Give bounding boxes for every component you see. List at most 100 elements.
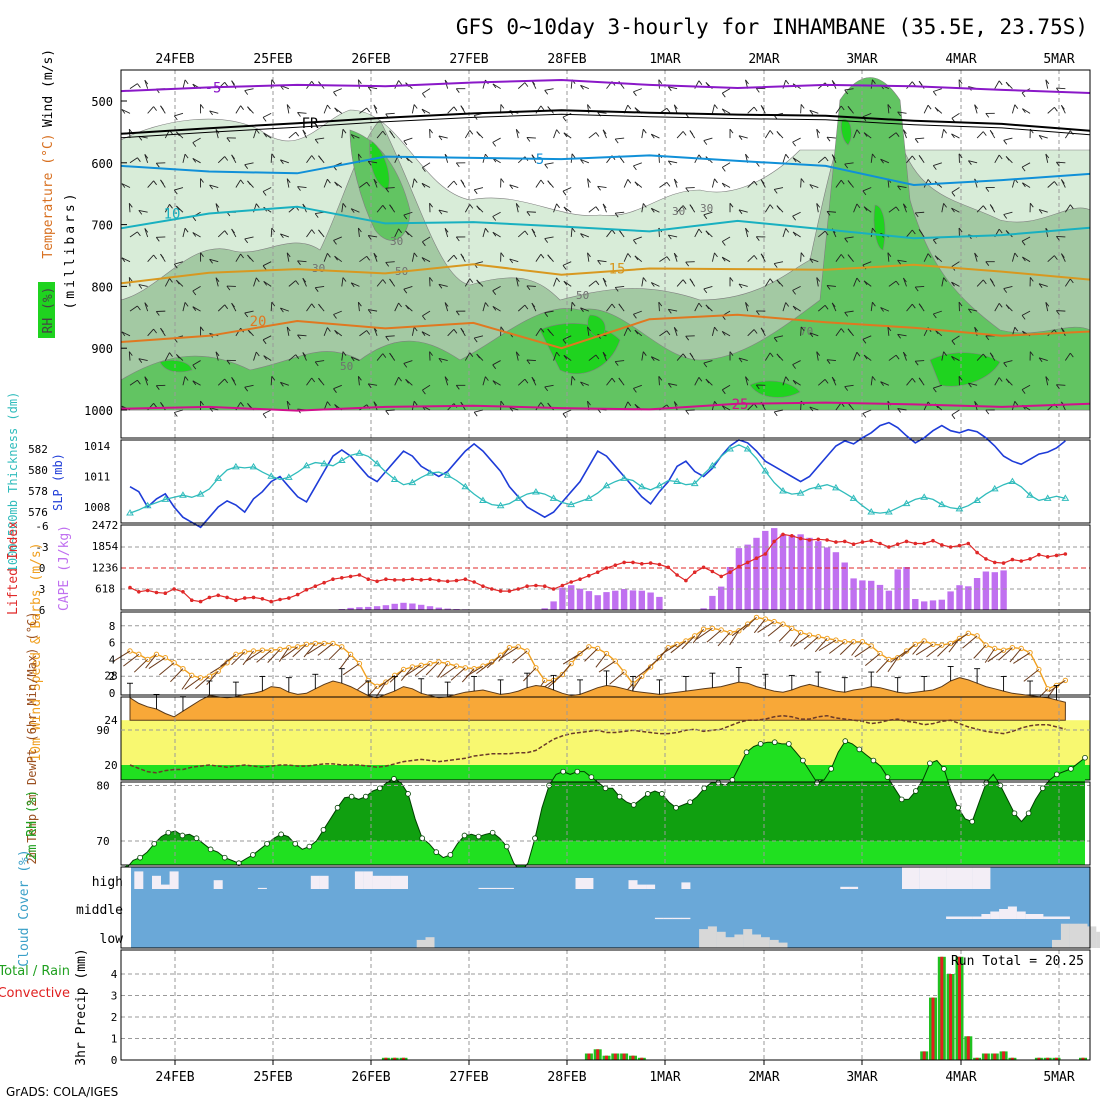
wind-barb	[906, 378, 913, 386]
wind-barb	[121, 257, 131, 263]
lifted-index-marker	[834, 540, 838, 544]
wind-barb	[444, 228, 449, 238]
wind-barb-flag	[422, 389, 426, 395]
wind-barb	[244, 162, 254, 166]
wind-barb-flag	[556, 277, 560, 283]
wind-barb-flag	[932, 91, 937, 96]
wind-barb-flag	[911, 229, 916, 235]
wind-barb	[668, 308, 678, 312]
cape-bar	[718, 586, 725, 610]
wind-barb	[853, 277, 858, 287]
wind-barb	[651, 356, 660, 361]
surface-wind-barb	[584, 648, 599, 662]
thickness-marker	[284, 473, 293, 480]
wind-barb	[1064, 204, 1071, 213]
slp-tick-label: 1014	[84, 440, 111, 453]
wind-barb-flag	[800, 178, 805, 183]
wind-barb-flag	[155, 237, 160, 242]
wind-barb	[887, 401, 890, 411]
wind-barb	[270, 79, 273, 89]
wind-barb	[376, 130, 384, 139]
rh-contour-label: 30	[312, 262, 325, 275]
cloud-block	[381, 875, 391, 889]
rh2m-marker	[602, 785, 609, 792]
wind-barb-flag	[473, 411, 478, 417]
lifted-index-marker	[1037, 552, 1041, 557]
wind-barb	[544, 310, 554, 314]
wind-barb	[357, 79, 360, 89]
wind-barb	[464, 204, 471, 213]
wind-barb-flag	[824, 230, 829, 236]
wind-barb	[951, 335, 960, 342]
surface-wind-barb	[793, 634, 810, 647]
cape-tick-label: 2472	[92, 519, 119, 532]
wind-barb	[941, 351, 945, 361]
wind-barb	[587, 178, 590, 188]
surface-wind-barb	[498, 647, 510, 662]
wind-barb	[826, 359, 836, 362]
wind-barb-flag	[327, 401, 331, 406]
wind-barb-flag	[184, 79, 189, 85]
precip-tick-label: 2	[111, 1011, 118, 1024]
wind-barb	[880, 381, 890, 386]
wind-barb	[887, 252, 890, 262]
wind-barb-flag	[240, 253, 244, 259]
wind-barb-flag	[721, 389, 726, 395]
wind-barb	[633, 384, 642, 389]
wind-barb-flag	[244, 386, 249, 392]
cape-bar	[841, 562, 848, 610]
wind-barb	[722, 88, 731, 94]
wind-barb-flag	[297, 334, 301, 340]
wind-barb-flag	[580, 307, 584, 313]
wind-barb-flag	[844, 312, 849, 317]
wind-barb-flag	[173, 115, 178, 121]
wind-barb	[745, 376, 749, 386]
wind-barb-flag	[595, 280, 600, 286]
thickness-marker	[779, 487, 787, 494]
cape-bar	[815, 541, 822, 610]
wind-barb	[297, 334, 307, 337]
wind-barb-flag	[1054, 255, 1058, 260]
wind-barb	[623, 179, 629, 188]
wind-barb-flag	[385, 187, 390, 193]
wind-barb-flag	[826, 359, 831, 364]
wind-barb-flag	[200, 326, 204, 332]
wind-barb-flag	[327, 253, 331, 258]
wind-barb	[182, 376, 186, 386]
wind-barb	[1011, 178, 1016, 188]
thickness-marker	[549, 494, 558, 501]
surface-wind-barb	[159, 662, 175, 676]
surface-wind-barb	[112, 650, 131, 662]
wind-barb	[515, 351, 519, 361]
wind-barb	[286, 178, 290, 188]
wind-barb-flag	[262, 413, 267, 419]
wind-barb-flag	[192, 216, 197, 222]
wind-barb	[782, 302, 787, 312]
wind-barb	[341, 277, 344, 287]
wind-barb	[394, 80, 400, 89]
wind-barb-flag	[918, 80, 923, 86]
wind-barb	[809, 332, 819, 337]
lifted-index-marker	[278, 597, 282, 602]
thickness-marker	[584, 494, 593, 501]
wind-barb	[853, 203, 858, 213]
wind-barb	[641, 277, 644, 287]
wind-barb-flag	[200, 178, 204, 183]
surface-wind-barb	[425, 661, 440, 676]
wind-barb	[1021, 236, 1031, 242]
wind-barb	[816, 129, 819, 139]
wind-barb-flag	[611, 303, 616, 309]
wind-barb	[597, 111, 607, 114]
wind-barb-flag	[231, 228, 235, 234]
wind-barb	[535, 179, 542, 188]
wind-barb-flag	[729, 128, 734, 134]
wind-barb-flag	[547, 402, 552, 408]
lifted-index-marker	[216, 593, 221, 598]
wind-barb	[333, 310, 342, 315]
wind-barb	[721, 182, 731, 188]
lifted-index-marker	[737, 564, 741, 569]
cape-bar	[832, 552, 840, 610]
surface-wind-barb	[195, 675, 210, 690]
wind-barb	[792, 157, 801, 164]
surface-wind-barb	[670, 640, 687, 654]
